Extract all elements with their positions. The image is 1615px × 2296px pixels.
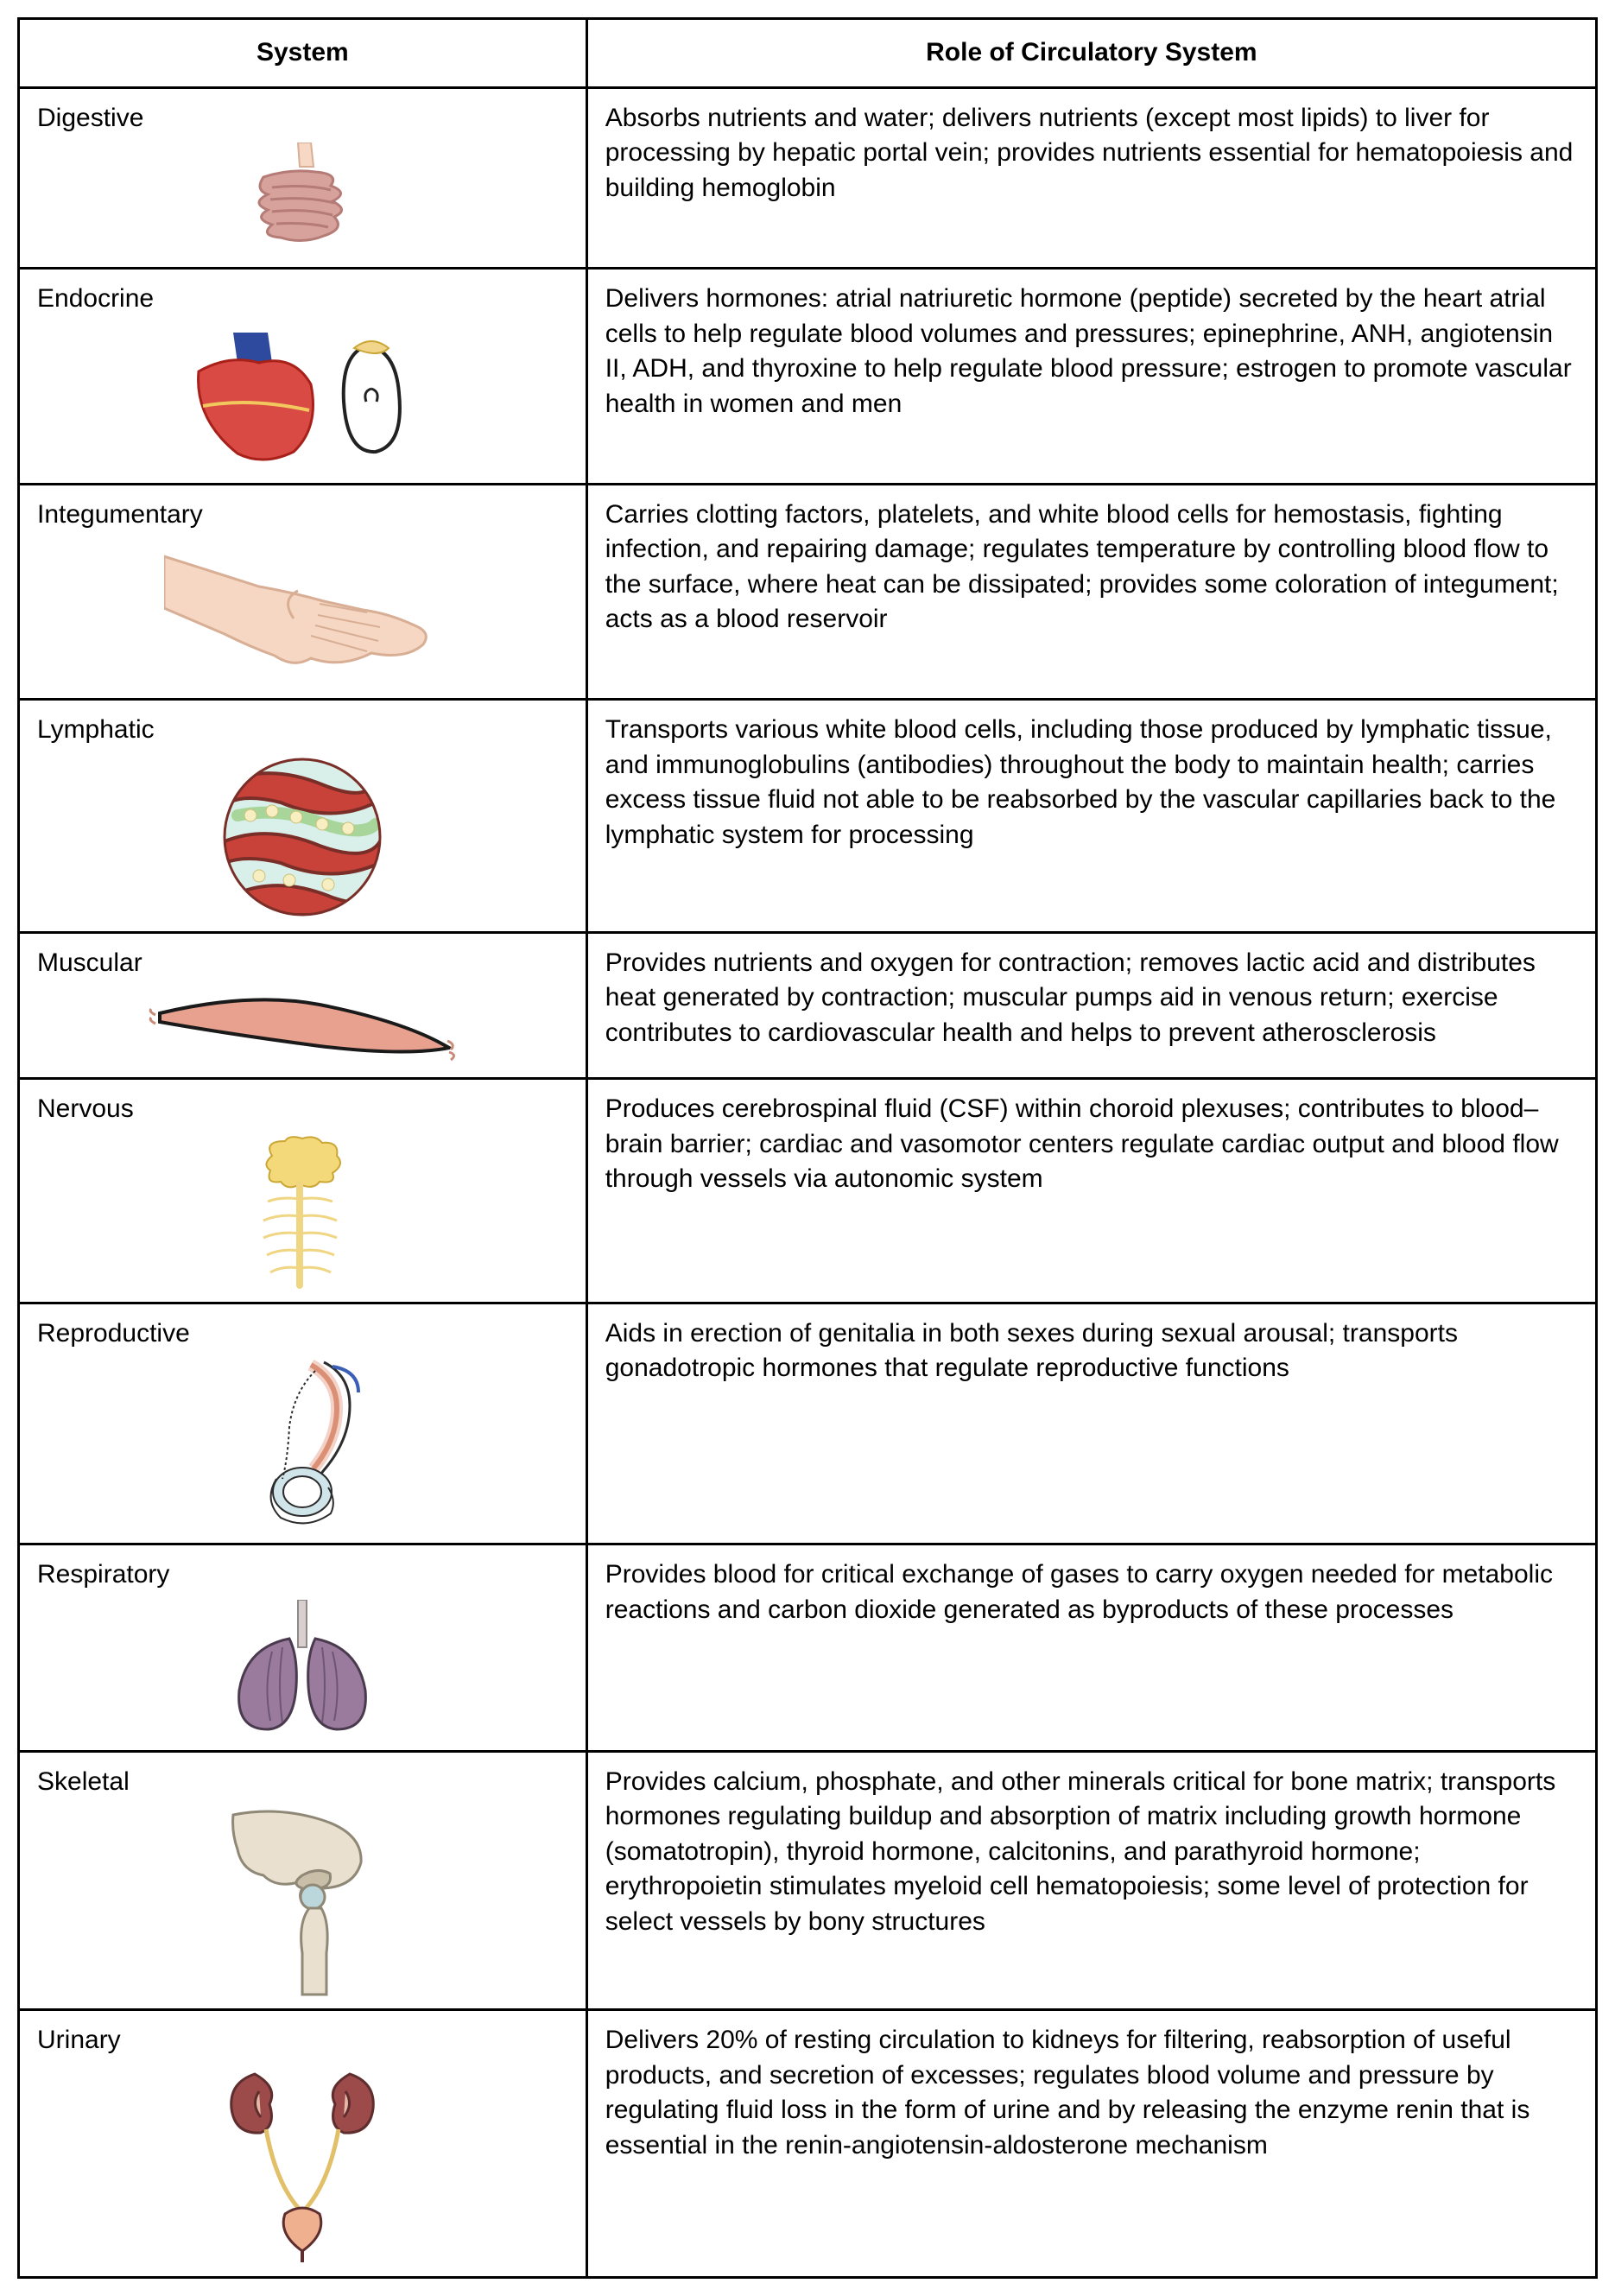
lungs-icon [220, 1600, 384, 1738]
role-cell: Transports various white blood cells, in… [586, 700, 1596, 933]
brain-spinal-cord-icon [238, 1134, 367, 1290]
system-cell: Urinary [19, 2010, 587, 2278]
system-cell: Skeletal [19, 1751, 587, 2010]
table-row: Lymphatic [19, 700, 1597, 933]
system-label: Skeletal [37, 1765, 568, 1800]
table-row: Digestive Absorbs nutrients and water; d… [19, 87, 1597, 269]
table-header-row: System Role of Circulatory System [19, 19, 1597, 88]
system-cell: Muscular [19, 932, 587, 1079]
kidneys-bladder-icon [216, 2065, 389, 2264]
system-label: Respiratory [37, 1557, 568, 1593]
system-cell: Lymphatic [19, 700, 587, 933]
table-row: Nervous Produces cerebrospinal fluid [19, 1079, 1597, 1303]
muscle-fusiform-icon [147, 987, 458, 1065]
intestines-icon [229, 143, 376, 255]
table-row: Integumentary Carries clotting factors, … [19, 484, 1597, 700]
system-cell: Integumentary [19, 484, 587, 700]
col-header-role: Role of Circulatory System [586, 19, 1596, 88]
system-label: Reproductive [37, 1316, 568, 1352]
role-cell: Aids in erection of genitalia in both se… [586, 1303, 1596, 1544]
role-cell: Provides calcium, phosphate, and other m… [586, 1751, 1596, 2010]
system-cell: Digestive [19, 87, 587, 269]
table-row: Muscular Provides nutrients and oxygen f… [19, 932, 1597, 1079]
lymph-capillary-icon [220, 755, 384, 919]
table-row: Respiratory Provides blood for critical … [19, 1544, 1597, 1752]
system-cell: Respiratory [19, 1544, 587, 1752]
system-label: Nervous [37, 1092, 568, 1127]
table-row: Endocrine Delivers hormones: atrial natr… [19, 269, 1597, 485]
role-cell: Provides blood for critical exchange of … [586, 1544, 1596, 1752]
system-label: Lymphatic [37, 713, 568, 748]
system-label: Integumentary [37, 498, 568, 533]
role-cell: Produces cerebrospinal fluid (CSF) withi… [586, 1079, 1596, 1303]
system-cell: Nervous [19, 1079, 587, 1303]
male-reproductive-section-icon [229, 1358, 376, 1531]
hand-forearm-icon [164, 539, 440, 686]
col-header-system: System [19, 19, 587, 88]
system-label: Urinary [37, 2023, 568, 2058]
system-label: Muscular [37, 946, 568, 981]
role-cell: Carries clotting factors, platelets, and… [586, 484, 1596, 700]
role-cell: Delivers hormones: atrial natriuretic ho… [586, 269, 1596, 485]
role-cell: Delivers 20% of resting circulation to k… [586, 2010, 1596, 2278]
role-cell: Provides nutrients and oxygen for contra… [586, 932, 1596, 1079]
system-cell: Reproductive [19, 1303, 587, 1544]
heart-kidney-icon [190, 324, 415, 471]
system-cell: Endocrine [19, 269, 587, 485]
circulatory-role-table: System Role of Circulatory System Digest… [17, 17, 1598, 2279]
table-row: Urinary Delivers 20% of resting circulat… [19, 2010, 1597, 2278]
table-row: Skeletal Provides calcium, phosphate, an… [19, 1751, 1597, 2010]
hip-femur-icon [216, 1806, 389, 1996]
system-label: Digestive [37, 101, 568, 136]
role-cell: Absorbs nutrients and water; delivers nu… [586, 87, 1596, 269]
system-label: Endocrine [37, 282, 568, 317]
table-row: Reproductive Aids in erection of genital… [19, 1303, 1597, 1544]
